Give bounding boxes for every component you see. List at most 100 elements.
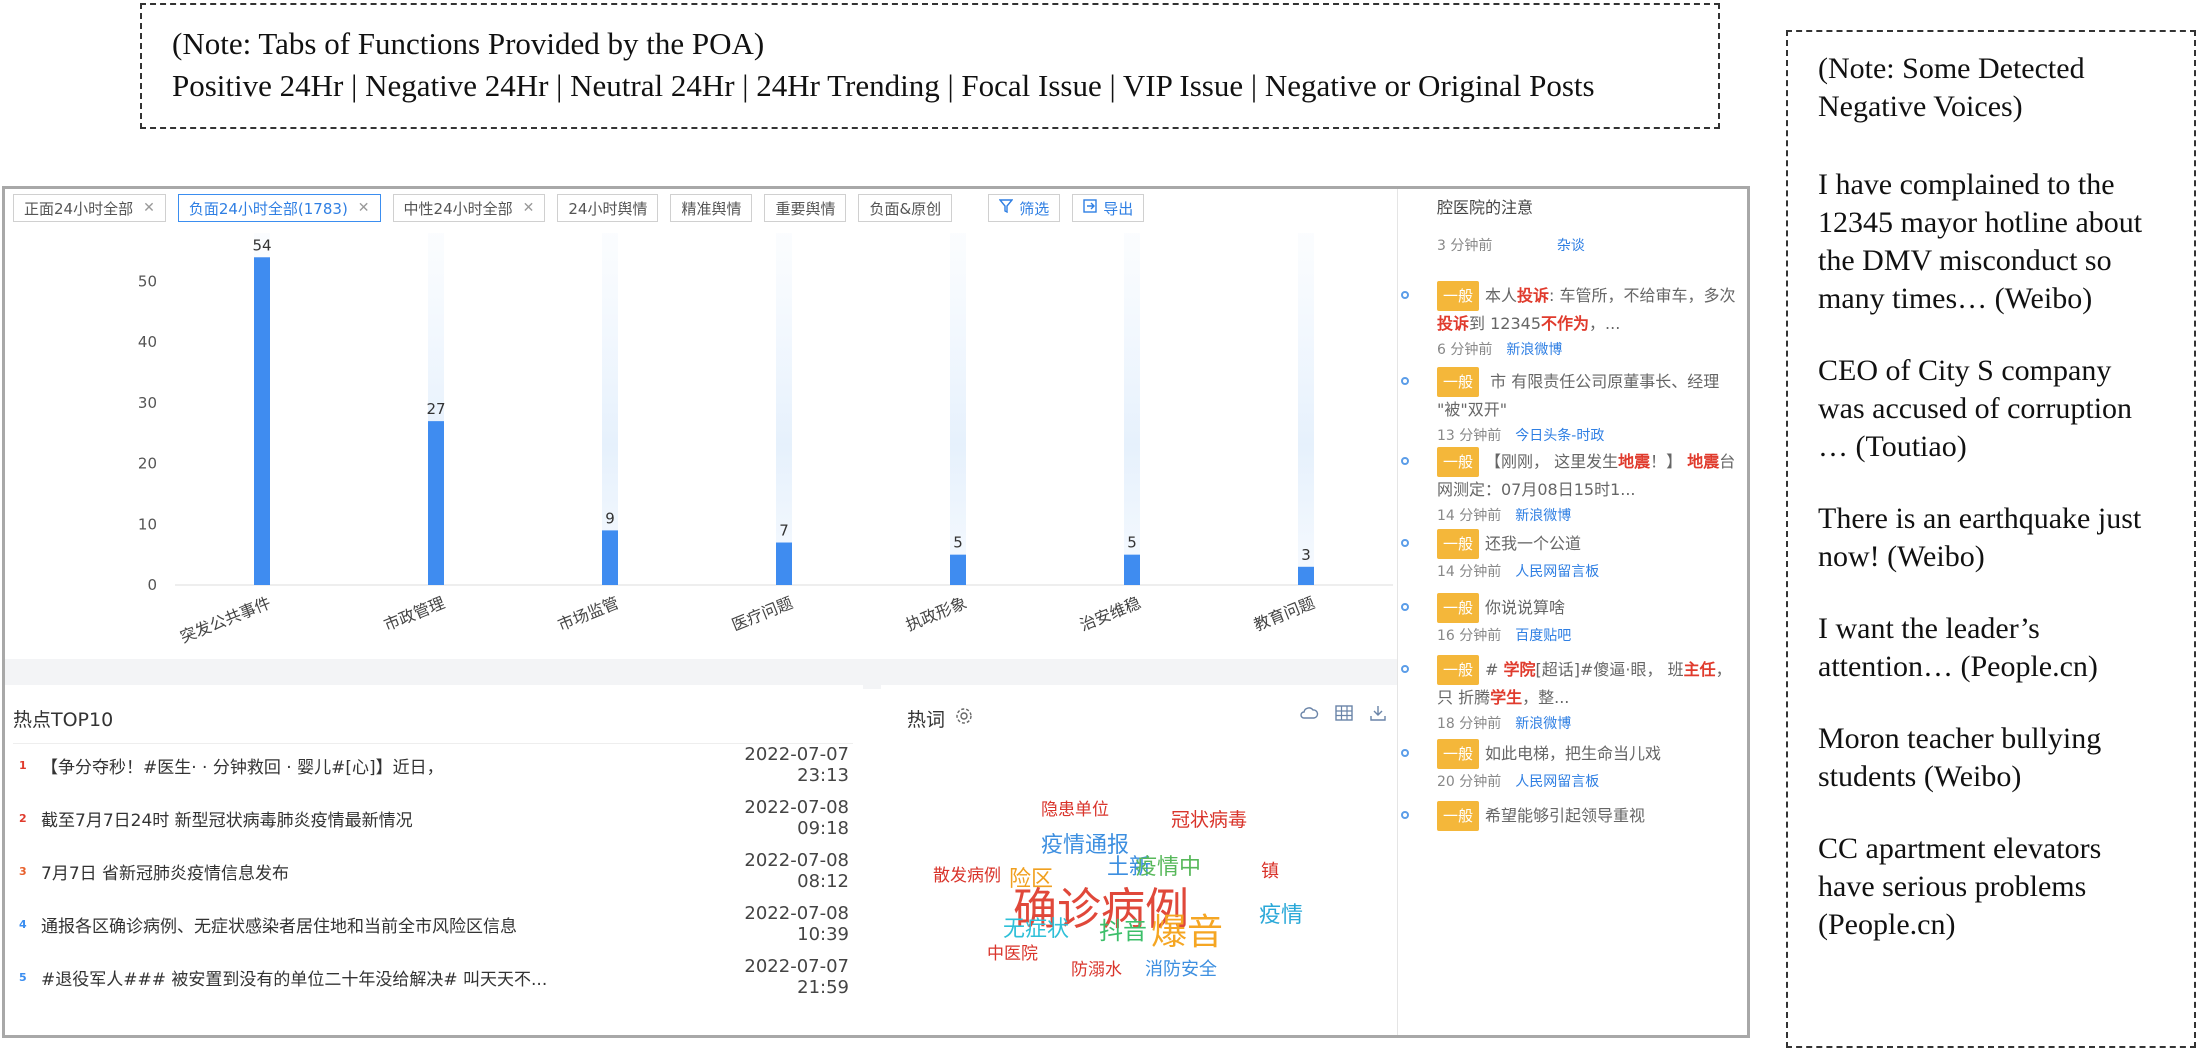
tab-label: 重要舆情	[775, 199, 836, 218]
category-bar-chart: 0 10 20 30 40 50 54 突发公共事件 27 市政管理 9 市场监管 7 医疗问题 5 执政形象…	[138, 233, 1393, 647]
hot-word[interactable]: 冠状病毒	[1171, 809, 1248, 831]
level-badge: 一般	[1437, 367, 1480, 397]
timeline-dot	[1401, 665, 1409, 673]
bar	[1298, 566, 1314, 585]
timeline-dot	[1401, 291, 1409, 299]
highlighted-keyword: 地震	[1618, 452, 1651, 471]
tab-neutral-24h[interactable]: 中性24小时全部 ✕	[392, 194, 546, 222]
hot-word[interactable]: 疫情	[1259, 903, 1304, 928]
hot-word[interactable]: 抖音	[1099, 917, 1147, 945]
top10-row[interactable]: 2 截至7月7日24时 新型冠状病毒肺炎疫情最新情况 2022-07-08 09…	[19, 797, 849, 839]
hot-word[interactable]: 隐患单位	[1041, 800, 1109, 820]
x-tick-label: 市政管理	[381, 593, 447, 635]
top-note-line2: Positive 24Hr | Negative 24Hr | Neutral …	[172, 68, 1595, 103]
top-note: (Note: Tabs of Functions Provided by the…	[140, 3, 1720, 129]
tab-24h-trending[interactable]: 24小时舆情	[557, 194, 659, 222]
top10-row[interactable]: 5 #退役军人### 被安置到没有的单位二十年没给解决# 叫天天不... 202…	[19, 956, 849, 998]
export-button[interactable]: 导出	[1072, 194, 1145, 222]
top-note-line1: (Note: Tabs of Functions Provided by the…	[172, 26, 765, 61]
divider	[1397, 189, 1398, 1035]
feed-time: 20 分钟前	[1437, 774, 1502, 790]
highlighted-keyword: 投诉	[1437, 314, 1470, 333]
tab-vip-issue[interactable]: 重要舆情	[764, 194, 847, 222]
highlighted-keyword: 不作为	[1541, 314, 1590, 333]
bar	[428, 421, 444, 585]
bar-glow	[1124, 233, 1140, 585]
hot-word[interactable]: 无症状	[1003, 917, 1070, 942]
feed-item-text: 一般 还我一个公道	[1437, 529, 1747, 559]
level-badge: 一般	[1437, 281, 1480, 311]
y-tick-label: 10	[138, 515, 157, 533]
row-time: 2022-07-08 08:12	[744, 850, 849, 892]
hot-word[interactable]: 土新	[1107, 855, 1152, 880]
filter-button[interactable]: 筛选	[988, 194, 1061, 222]
tab-negative-original[interactable]: 负面&原创	[858, 194, 953, 222]
feed-text-fragment: [超话]#傻逼·眼， 班	[1535, 660, 1684, 679]
hot-word[interactable]: 中医院	[987, 944, 1038, 964]
timeline-dot	[1401, 457, 1409, 465]
top10-row[interactable]: 1 【争分夺秒！#医生· · 分钟救回 · 婴儿#[心]】近日， 2022-07…	[19, 744, 849, 786]
right-note-item: Moron teacher bullying students (Weibo)	[1818, 722, 2102, 793]
hot-word[interactable]: 消防安全	[1145, 959, 1217, 980]
close-icon[interactable]: ✕	[357, 200, 370, 216]
row-title: 截至7月7日24时 新型冠状病毒肺炎疫情最新情况	[41, 810, 413, 831]
feed-item-title: 腔医院的注意	[1437, 198, 1534, 217]
tab-negative-24h[interactable]: 负面24小时全部(1783) ✕	[177, 194, 381, 222]
rank-number: 2	[19, 811, 27, 825]
right-note-item: CC apartment elevators have serious prob…	[1818, 832, 2102, 941]
table-view-icon[interactable]	[1335, 705, 1353, 726]
right-note: (Note: Some Detected Negative Voices) I …	[1786, 30, 2196, 1048]
y-tick-label: 30	[138, 394, 157, 412]
row-title: 7月7日 省新冠肺炎疫情信息发布	[41, 863, 290, 884]
feed-item-meta: 18 分钟前 新浪微博	[1437, 713, 1571, 733]
feed-source[interactable]: 人民网留言板	[1515, 774, 1600, 790]
feed-item-meta: 6 分钟前 新浪微博	[1437, 339, 1562, 359]
tab-positive-24h[interactable]: 正面24小时全部 ✕	[13, 194, 166, 222]
download-icon[interactable]	[1369, 705, 1387, 726]
timeline-dot	[1401, 539, 1409, 547]
tab-label: 中性24小时全部	[403, 199, 513, 218]
feed-source[interactable]: 新浪微博	[1506, 342, 1563, 358]
level-badge: 一般	[1437, 447, 1480, 477]
tab-focal-issue[interactable]: 精准舆情	[670, 194, 753, 222]
feed-time: 14 分钟前	[1437, 508, 1502, 524]
timeline-dot	[1401, 811, 1409, 819]
feed-source[interactable]: 百度贴吧	[1515, 628, 1572, 644]
data-label: 27	[426, 400, 445, 418]
feed-text-fragment: 如此电梯，把生命当儿戏	[1485, 744, 1662, 763]
feed-source[interactable]: 新浪微博	[1515, 508, 1572, 524]
top10-row[interactable]: 4 通报各区确诊病例、无症状感染者居住地和当前全市风险区信息 2022-07-0…	[19, 903, 849, 945]
negative-voices-feed: 腔医院的注意 3 分钟前 杂谈 一般 本人投诉: 车管所，不给审车，多次投诉到 1…	[1397, 189, 1747, 1035]
feed-item-meta: 13 分钟前 今日头条-时政	[1437, 425, 1604, 445]
feed-text-fragment: : 车管所，不给审车，多次	[1549, 286, 1736, 305]
top10-row[interactable]: 3 7月7日 省新冠肺炎疫情信息发布 2022-07-08 08:12	[19, 850, 849, 892]
level-badge: 一般	[1437, 655, 1480, 685]
hot-word[interactable]: 爆音	[1151, 912, 1224, 953]
feed-source[interactable]: 人民网留言板	[1515, 564, 1600, 580]
y-tick-label: 40	[138, 333, 157, 351]
level-badge: 一般	[1437, 529, 1480, 559]
hot-word[interactable]: 镇	[1261, 861, 1279, 882]
close-icon[interactable]: ✕	[143, 200, 155, 216]
feed-item-meta: 14 分钟前 人民网留言板	[1437, 561, 1599, 581]
hot-word[interactable]: 防溺水	[1071, 960, 1122, 980]
timeline-dot	[1401, 603, 1409, 611]
row-time: 2022-07-07 23:13	[744, 744, 849, 786]
hot-word[interactable]: 疫情中	[1135, 855, 1202, 880]
feed-source[interactable]: 杂谈	[1556, 238, 1585, 254]
settings-gear-icon[interactable]	[955, 707, 973, 730]
bar-glow	[776, 233, 792, 585]
feed-source[interactable]: 新浪微博	[1515, 716, 1572, 732]
x-tick-label: 市场监管	[555, 593, 621, 635]
hot-word[interactable]: 疫情通报	[1041, 833, 1130, 858]
hot-word[interactable]: 确诊病例	[1013, 884, 1189, 935]
feed-source[interactable]: 今日头条-时政	[1515, 428, 1605, 444]
level-badge: 一般	[1437, 739, 1480, 769]
hot-word[interactable]: 散发病例	[933, 866, 1001, 886]
close-icon[interactable]: ✕	[522, 200, 535, 216]
feed-item-text: 一般 本人投诉: 车管所，不给审车，多次投诉到 12345不作为，...	[1437, 281, 1747, 337]
divider	[13, 743, 853, 744]
feed-text-fragment: ，只 折腾	[1437, 660, 1732, 707]
hot-word[interactable]: 险区	[1009, 867, 1054, 892]
cloud-view-icon[interactable]	[1299, 705, 1319, 726]
